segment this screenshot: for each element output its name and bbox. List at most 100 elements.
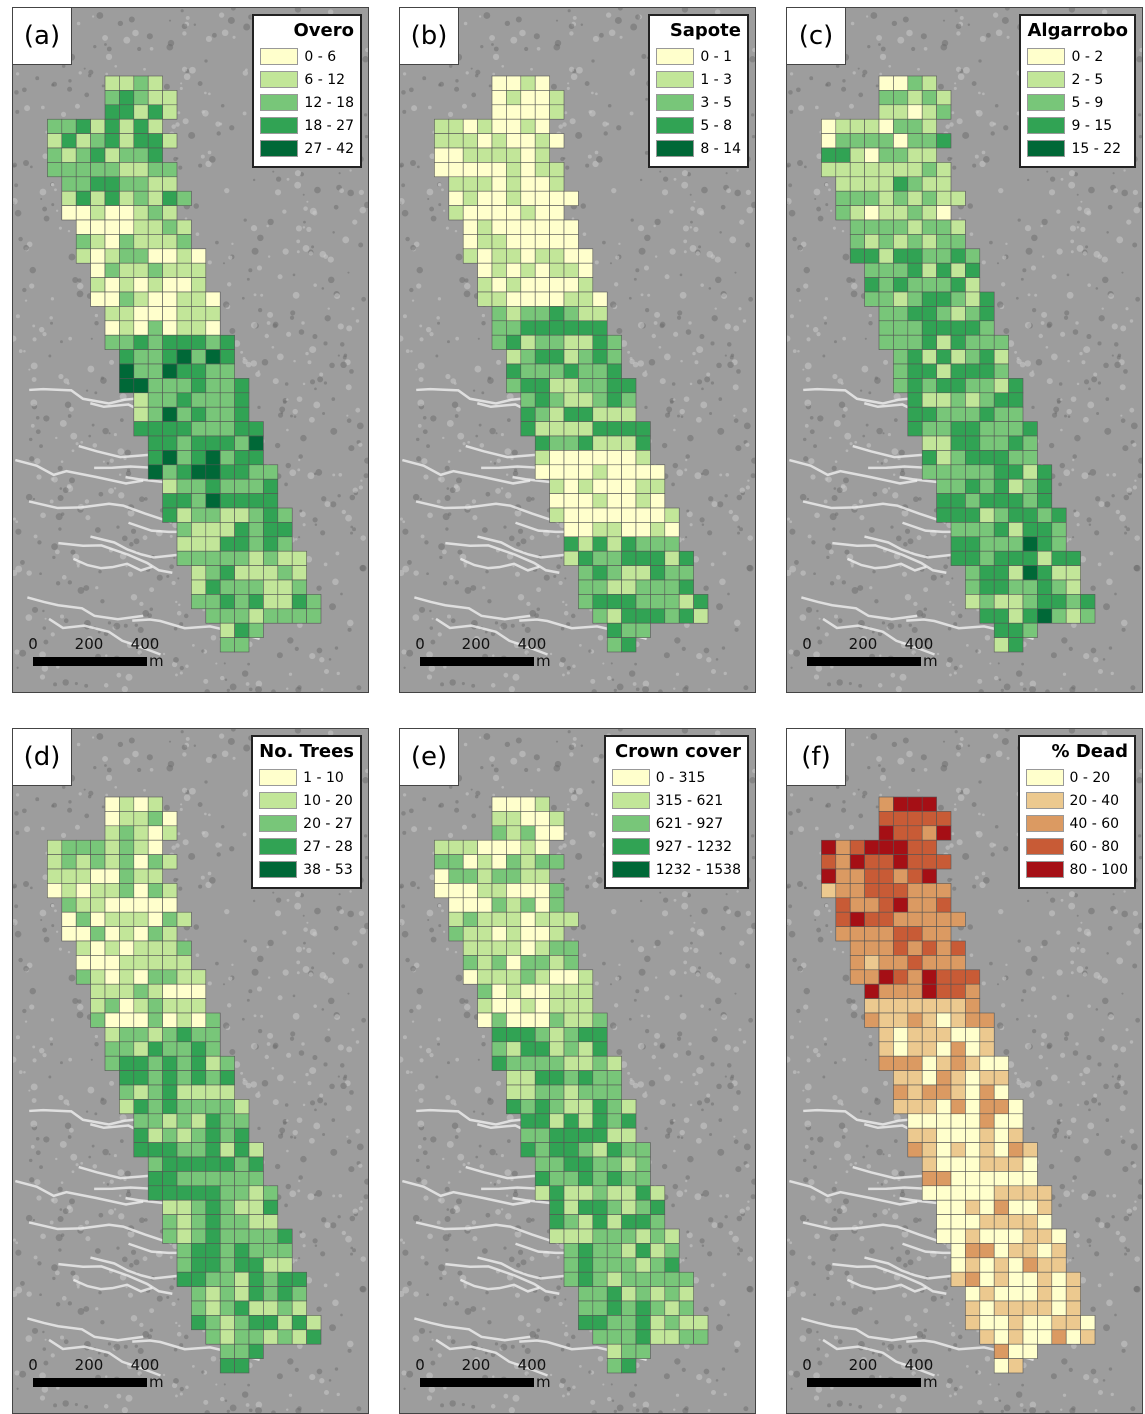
- texture: [792, 237, 796, 241]
- grid-cell: [965, 551, 979, 565]
- grid-cell: [163, 970, 177, 984]
- texture: [673, 429, 676, 432]
- legend-entry: 10 - 20: [259, 789, 354, 812]
- grid-cell: [76, 840, 90, 854]
- grid-cell: [478, 292, 492, 306]
- texture: [347, 911, 354, 918]
- texture: [60, 1061, 63, 1064]
- texture: [479, 424, 482, 427]
- grid-cell: [191, 1215, 205, 1229]
- texture: [1025, 225, 1031, 231]
- texture: [702, 469, 709, 476]
- texture: [296, 225, 302, 231]
- grid-cell: [937, 494, 951, 508]
- texture: [284, 1204, 288, 1208]
- texture: [616, 125, 621, 130]
- grid-cell: [235, 450, 249, 464]
- texture: [1091, 648, 1097, 654]
- grid-cell: [220, 1200, 234, 1214]
- grid-cell: [506, 119, 520, 133]
- texture: [350, 1253, 353, 1256]
- grid-cell: [607, 364, 621, 378]
- grid-cell: [850, 134, 864, 148]
- texture: [690, 194, 692, 196]
- grid-cell: [105, 855, 119, 869]
- texture: [698, 245, 701, 248]
- texture: [530, 68, 533, 71]
- texture: [114, 65, 117, 68]
- grid-cell: [134, 883, 148, 897]
- texture: [118, 492, 124, 498]
- grid-cell: [850, 234, 864, 248]
- texture: [185, 938, 188, 941]
- texture: [168, 40, 174, 46]
- grid-cell: [206, 1099, 220, 1113]
- texture: [55, 437, 57, 439]
- grid-cell: [937, 407, 951, 421]
- grid-cell: [206, 1085, 220, 1099]
- grid-cell: [865, 148, 879, 162]
- grid-cell: [119, 1013, 133, 1027]
- texture: [345, 1236, 352, 1243]
- grid-cell: [235, 479, 249, 493]
- grid-cell: [535, 350, 549, 364]
- grid-cell: [492, 177, 506, 191]
- grid-cell: [177, 1171, 191, 1185]
- texture: [338, 1044, 344, 1050]
- texture: [486, 492, 491, 497]
- texture: [293, 1081, 296, 1084]
- grid-cell: [163, 811, 177, 825]
- grid-cell: [105, 941, 119, 955]
- grid-cell: [148, 148, 162, 162]
- texture: [1032, 308, 1036, 312]
- texture: [970, 232, 974, 236]
- texture: [228, 738, 235, 745]
- texture: [419, 337, 423, 341]
- grid-cell: [105, 999, 119, 1013]
- grid-cell: [177, 1229, 191, 1243]
- grid-cell: [937, 292, 951, 306]
- grid-cell: [249, 436, 263, 450]
- texture: [316, 1307, 321, 1312]
- texture: [39, 444, 43, 448]
- grid-cell: [119, 984, 133, 998]
- texture: [862, 366, 869, 373]
- grid-cell: [278, 1229, 292, 1243]
- texture: [48, 355, 51, 358]
- texture: [727, 342, 731, 346]
- texture: [322, 412, 325, 415]
- texture: [317, 376, 323, 382]
- texture: [1071, 685, 1075, 689]
- texture: [88, 366, 95, 373]
- grid-cell: [994, 494, 1008, 508]
- texture: [580, 203, 585, 208]
- grid-cell: [177, 1186, 191, 1200]
- grid-cell: [994, 350, 1008, 364]
- texture: [531, 497, 535, 501]
- grid-cell: [91, 162, 105, 176]
- grid-cell: [163, 1013, 177, 1027]
- grid-cell: [521, 206, 535, 220]
- texture: [328, 257, 334, 263]
- texture: [913, 602, 917, 606]
- grid-cell: [1023, 508, 1037, 522]
- grid-cell: [191, 1027, 205, 1041]
- grid-cell: [220, 1143, 234, 1157]
- texture: [23, 160, 29, 166]
- texture: [23, 245, 29, 251]
- grid-cell: [922, 162, 936, 176]
- texture: [1112, 323, 1118, 329]
- grid-cell: [535, 436, 549, 450]
- grid-cell: [535, 278, 549, 292]
- texture: [1122, 628, 1126, 632]
- legend-label: 0 - 1: [700, 49, 732, 65]
- grid-cell: [951, 350, 965, 364]
- grid-cell: [550, 191, 564, 205]
- grid-cell: [105, 292, 119, 306]
- texture: [416, 456, 421, 461]
- grid-cell: [865, 263, 879, 277]
- texture: [923, 587, 928, 592]
- legend-entry: 3 - 5: [656, 91, 741, 114]
- texture: [72, 277, 78, 283]
- grid-cell: [665, 537, 679, 551]
